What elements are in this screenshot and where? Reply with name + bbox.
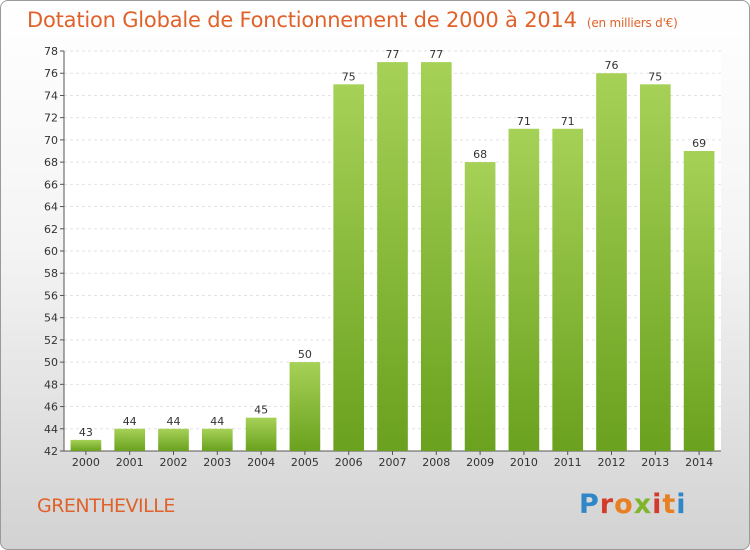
data-label-2002: 44 xyxy=(167,415,181,428)
bar-2001 xyxy=(114,428,146,451)
y-tick-label-46: 46 xyxy=(44,401,58,414)
bar-2007 xyxy=(377,62,408,451)
y-tick-label-68: 68 xyxy=(44,156,58,169)
data-label-2005: 50 xyxy=(298,348,312,361)
x-tick-label-2006: 2006 xyxy=(335,456,363,469)
y-tick-label-66: 66 xyxy=(44,178,58,191)
x-tick-label-2000: 2000 xyxy=(72,456,100,469)
x-tick-label-2004: 2004 xyxy=(247,456,275,469)
x-tick-label-2010: 2010 xyxy=(510,456,538,469)
y-tick-label-62: 62 xyxy=(44,223,58,236)
x-tick-label-2011: 2011 xyxy=(554,456,582,469)
bar-2003 xyxy=(201,428,233,451)
y-tick-label-44: 44 xyxy=(44,423,58,436)
bar-2006 xyxy=(333,84,365,451)
bar-2008 xyxy=(420,62,452,451)
proxiti-logo: Proxiti xyxy=(579,489,687,520)
data-label-2009: 68 xyxy=(473,148,487,161)
data-label-2010: 71 xyxy=(517,115,531,128)
data-label-2000: 43 xyxy=(79,426,93,439)
x-tick-label-2003: 2003 xyxy=(203,456,231,469)
x-tick-label-2001: 2001 xyxy=(116,456,144,469)
bar-2014 xyxy=(683,151,715,451)
data-label-2004: 45 xyxy=(254,404,268,417)
y-tick-label-54: 54 xyxy=(44,312,58,325)
bar-2012 xyxy=(596,73,627,451)
x-tick-label-2007: 2007 xyxy=(379,456,407,469)
y-tick-label-72: 72 xyxy=(44,112,58,125)
y-tick-label-70: 70 xyxy=(44,134,58,147)
bar-2013 xyxy=(639,84,671,451)
data-label-2014: 69 xyxy=(692,137,706,150)
x-tick-label-2008: 2008 xyxy=(422,456,450,469)
bar-2002 xyxy=(158,428,189,451)
y-tick-label-50: 50 xyxy=(44,356,58,369)
x-tick-label-2005: 2005 xyxy=(291,456,319,469)
bar-2000 xyxy=(70,439,102,451)
x-tick-label-2012: 2012 xyxy=(598,456,626,469)
data-label-2013: 75 xyxy=(648,70,662,83)
chart-subtitle: (en milliers d'€) xyxy=(586,16,678,30)
y-tick-label-64: 64 xyxy=(44,201,58,214)
data-label-2007: 77 xyxy=(386,48,400,61)
x-tick-label-2002: 2002 xyxy=(160,456,188,469)
y-tick-label-76: 76 xyxy=(44,67,58,80)
chart-title: Dotation Globale de Fonctionnement de 20… xyxy=(27,8,577,32)
data-label-2006: 75 xyxy=(342,70,356,83)
x-tick-label-2014: 2014 xyxy=(685,456,713,469)
data-label-2008: 77 xyxy=(429,48,443,61)
y-tick-label-48: 48 xyxy=(44,378,58,391)
y-tick-label-42: 42 xyxy=(44,445,58,458)
y-tick-label-52: 52 xyxy=(44,334,58,347)
y-tick-label-58: 58 xyxy=(44,267,58,280)
commune-name: GRENTHEVILLE xyxy=(37,495,175,517)
data-label-2012: 76 xyxy=(605,59,619,72)
bar-2009 xyxy=(464,162,496,451)
chart-title-row: Dotation Globale de Fonctionnement de 20… xyxy=(27,8,678,32)
y-tick-label-56: 56 xyxy=(44,289,58,302)
bar-2011 xyxy=(552,128,584,451)
data-label-2011: 71 xyxy=(561,115,575,128)
y-tick-label-74: 74 xyxy=(44,89,58,102)
data-label-2001: 44 xyxy=(123,415,137,428)
bar-2005 xyxy=(289,362,321,451)
x-tick-label-2013: 2013 xyxy=(641,456,669,469)
y-tick-label-78: 78 xyxy=(44,45,58,58)
bar-2010 xyxy=(508,128,540,451)
y-tick-label-60: 60 xyxy=(44,245,58,258)
x-tick-label-2009: 2009 xyxy=(466,456,494,469)
data-label-2003: 44 xyxy=(210,415,224,428)
bar-2004 xyxy=(245,417,277,451)
